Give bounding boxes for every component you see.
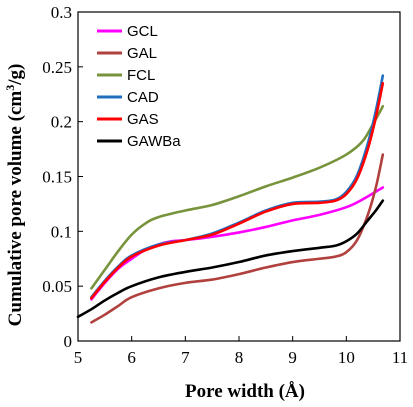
- y-tick-label: 0.3: [51, 3, 72, 22]
- legend-label-fcl: FCL: [127, 67, 155, 84]
- series-layer: [76, 74, 385, 324]
- axes-layer: 5 6 7 8 9 10 11 0 0.05 0.1 0.15 0.2 0.25 0.3: [42, 3, 408, 367]
- x-tick-label: 6: [127, 348, 136, 367]
- y-axis-title-main: Cumulative pore volume (cm: [5, 91, 26, 327]
- legend-label-gal: GAL: [127, 45, 157, 62]
- legend-label-gcl: GCL: [127, 23, 158, 40]
- y-tick-label: 0.15: [42, 168, 72, 187]
- y-tick-label: 0.1: [51, 222, 72, 241]
- legend-label-cad: CAD: [127, 89, 159, 106]
- y-tick-label: 0.25: [42, 58, 72, 77]
- y-tick-label: 0: [64, 332, 73, 351]
- x-tick-label: 9: [288, 348, 297, 367]
- legend: GCL GAL FCL CAD GAS GAWBa: [97, 23, 181, 150]
- x-tick-label: 10: [338, 348, 355, 367]
- series-line-gas: [90, 81, 385, 300]
- series-line-gal: [90, 153, 385, 324]
- y-axis-title-end: /g): [5, 64, 26, 86]
- x-tick-label: 7: [181, 348, 190, 367]
- x-tick-label: 5: [74, 348, 83, 367]
- x-tick-label: 11: [392, 348, 408, 367]
- series-line-gawba: [76, 199, 385, 319]
- legend-label-gas: GAS: [127, 111, 159, 128]
- y-tick-label: 0.05: [42, 277, 72, 296]
- y-axis-title-sup: 3: [3, 85, 17, 91]
- series-line-fcl: [90, 105, 385, 290]
- legend-label-gawba: GAWBa: [127, 133, 181, 150]
- x-tick-label: 8: [235, 348, 244, 367]
- y-axis-title: Cumulative pore volume (cm3/g): [3, 64, 26, 327]
- x-axis-title: Pore width (Å): [185, 381, 305, 402]
- y-tick-label: 0.2: [51, 113, 72, 132]
